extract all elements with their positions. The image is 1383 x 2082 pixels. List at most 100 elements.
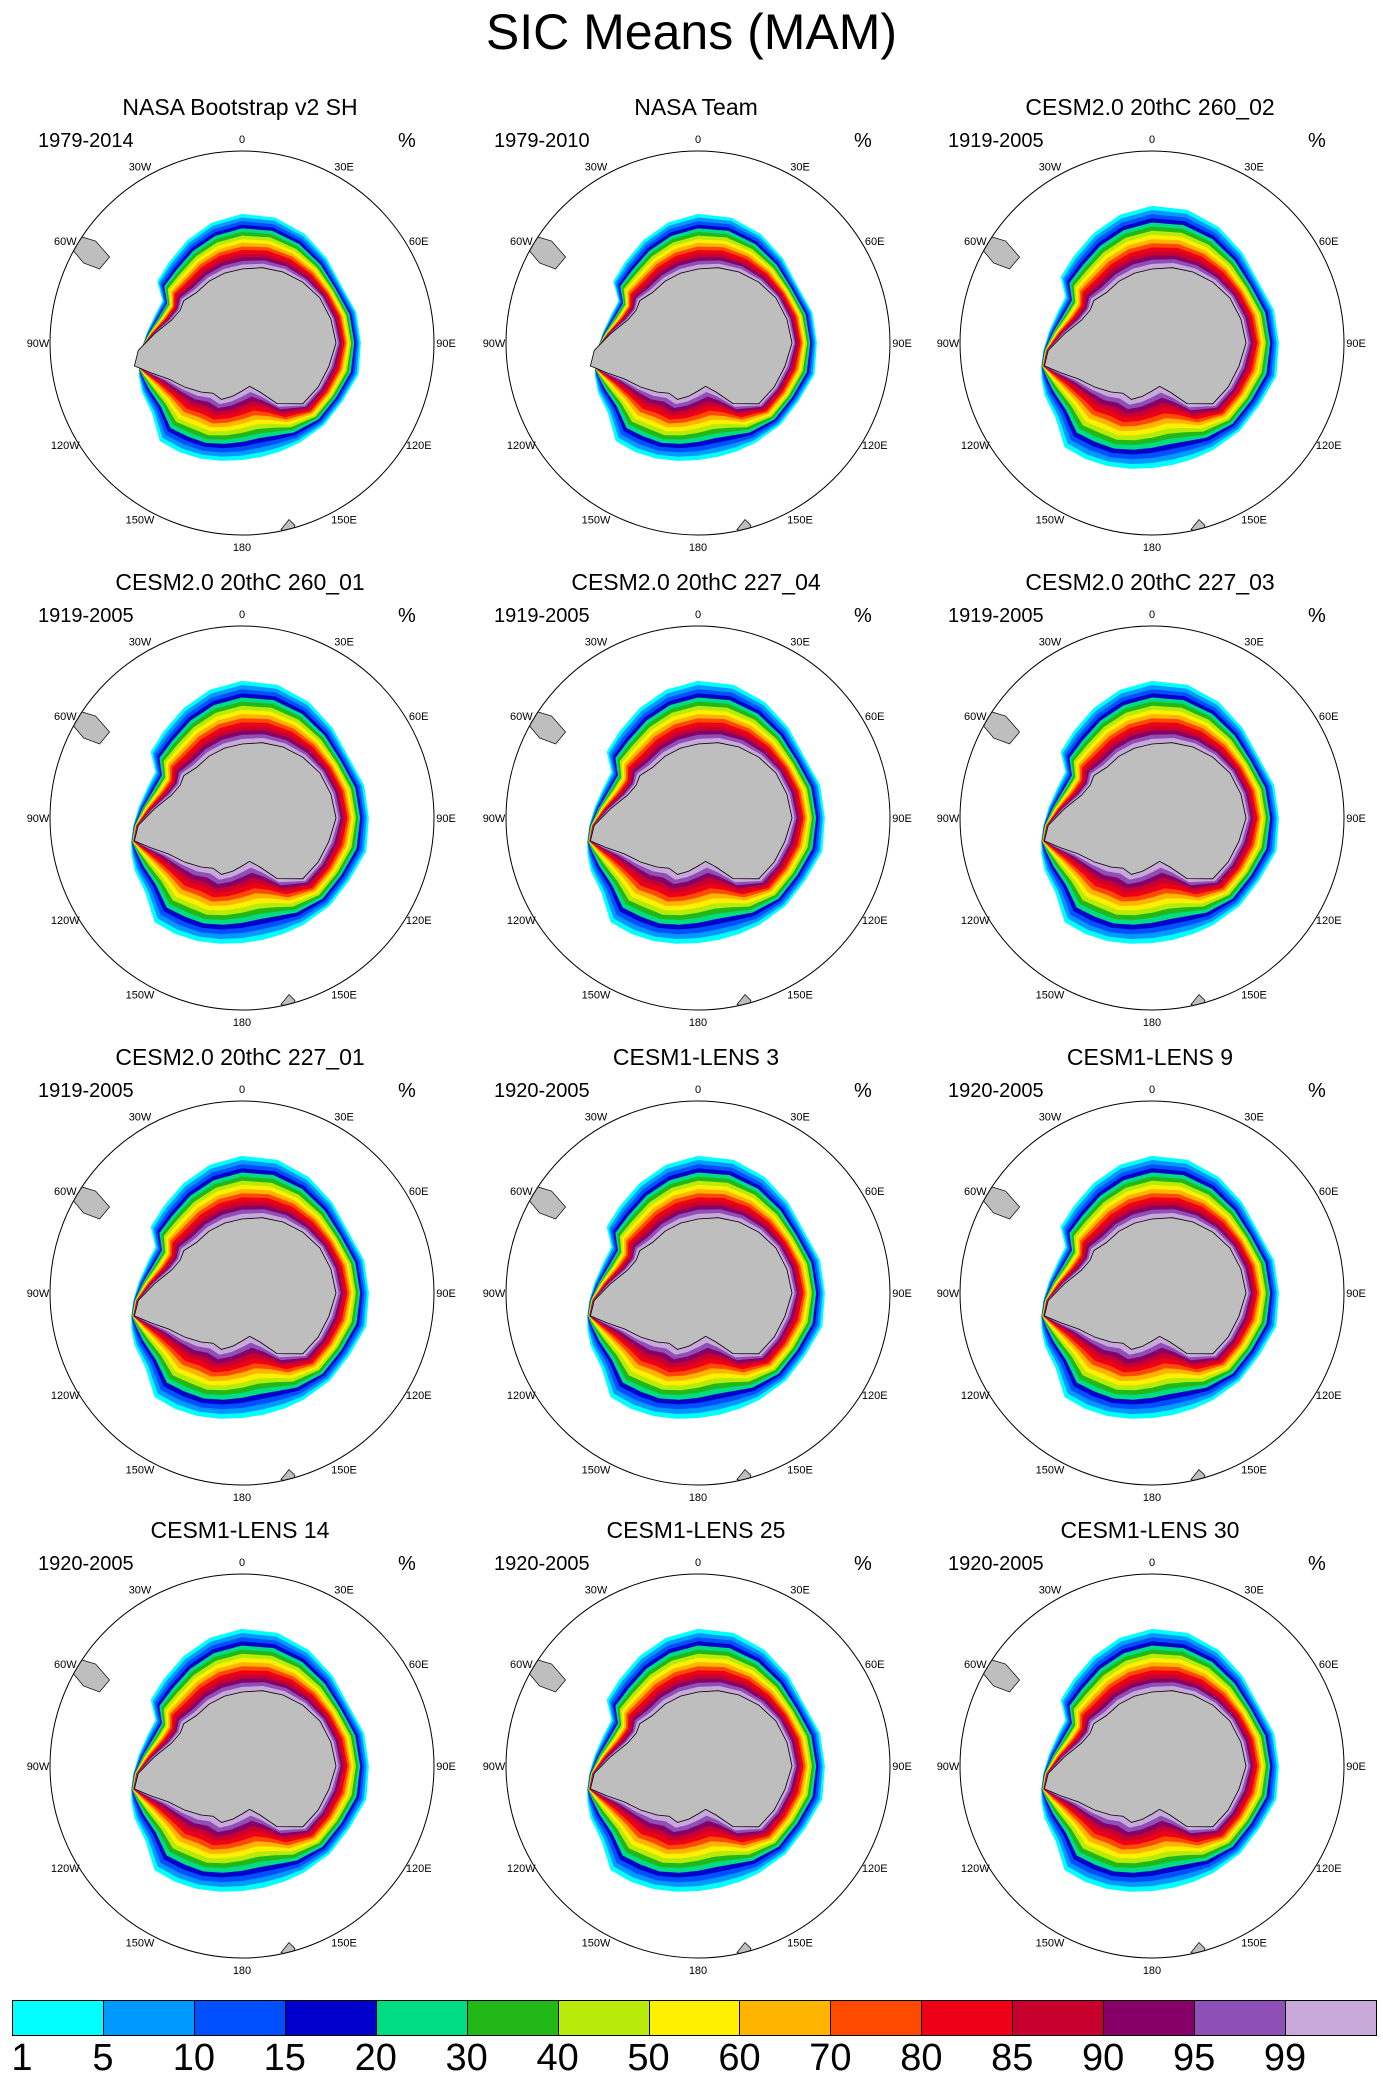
longitude-label: 90E — [1346, 338, 1366, 350]
colorbar-tick-label: 30 — [445, 2037, 488, 2079]
longitude-label: 120E — [1316, 915, 1342, 927]
longitude-label: 30E — [1244, 161, 1264, 173]
map-boundary-circle — [49, 150, 435, 536]
panel-unit: % — [1308, 605, 1326, 627]
panel-unit: % — [854, 1080, 872, 1102]
longitude-label: 150W — [126, 515, 155, 527]
longitude-label: 60E — [409, 1659, 429, 1671]
longitude-label: 30W — [585, 636, 608, 648]
panel-years: 1919-2005 — [38, 605, 134, 627]
new-zealand-landmass — [280, 518, 296, 534]
longitude-label: 120W — [507, 915, 536, 927]
panel-title: CESM2.0 20thC 227_04 — [571, 569, 821, 595]
panel-years: 1920-2005 — [494, 1080, 590, 1102]
panel-years: 1920-2005 — [38, 1553, 134, 1575]
panel-years: 1920-2005 — [494, 1553, 590, 1575]
longitude-label: 90E — [892, 813, 912, 825]
panel-title: CESM2.0 20thC 227_01 — [115, 1044, 365, 1070]
longitude-label: 90E — [436, 1288, 456, 1300]
antarctica-landmass — [133, 1217, 337, 1355]
longitude-label: 120E — [1316, 1390, 1342, 1402]
longitude-label: 90E — [1346, 1288, 1366, 1300]
longitude-label: 120E — [862, 440, 888, 452]
polar-map: 0 30E 60E 90E 120E 150E 180 150W 120W 90W 60W 30W — [937, 1084, 1366, 1504]
longitude-label: 0 — [1149, 609, 1155, 621]
longitude-label: 150E — [787, 1938, 813, 1950]
panel-title: CESM2.0 20thC 260_01 — [115, 569, 365, 595]
longitude-label: 180 — [233, 1017, 251, 1029]
longitude-label: 30W — [1039, 1584, 1062, 1596]
longitude-label: 30E — [334, 1111, 354, 1123]
south-america-landmass — [983, 1184, 1021, 1220]
longitude-label: 60W — [510, 236, 533, 248]
longitude-label: 90E — [436, 1761, 456, 1773]
panel-unit: % — [398, 1553, 416, 1575]
longitude-label: 60W — [510, 1186, 533, 1198]
longitude-label: 0 — [239, 1084, 245, 1096]
colorbar-swatch — [557, 2000, 650, 2036]
longitude-label: 120W — [961, 1863, 990, 1875]
longitude-label: 120E — [1316, 440, 1342, 452]
colorbar-tick-label: 1 — [11, 2037, 33, 2079]
longitude-label: 150E — [331, 990, 357, 1002]
antarctica-landmass — [1043, 1217, 1247, 1355]
longitude-label: 60W — [54, 236, 77, 248]
longitude-label: 90W — [937, 338, 960, 350]
longitude-label: 150E — [787, 1465, 813, 1477]
longitude-label: 90W — [937, 1288, 960, 1300]
panel-unit: % — [1308, 1080, 1326, 1102]
longitude-label: 30W — [1039, 636, 1062, 648]
longitude-label: 30E — [790, 1111, 810, 1123]
longitude-label: 60E — [1319, 236, 1339, 248]
longitude-label: 90W — [483, 813, 506, 825]
south-america-landmass — [529, 234, 567, 270]
longitude-label: 90W — [27, 338, 50, 350]
longitude-label: 60W — [964, 1659, 987, 1671]
longitude-label: 0 — [695, 1557, 701, 1569]
longitude-label: 60W — [54, 711, 77, 723]
longitude-label: 120W — [51, 915, 80, 927]
colorbar-tick-label: 95 — [1172, 2037, 1216, 2079]
longitude-label: 90W — [483, 1288, 506, 1300]
longitude-label: 90E — [436, 338, 456, 350]
map-boundary-circle — [959, 625, 1345, 1011]
longitude-label: 30W — [129, 161, 152, 173]
longitude-label: 150E — [787, 990, 813, 1002]
polar-map: 0 30E 60E 90E 120E 150E 180 150W 120W 90W 60W 30W — [483, 1084, 912, 1504]
colorbar-tick-label: 99 — [1263, 2037, 1307, 2079]
longitude-label: 180 — [1143, 542, 1161, 554]
longitude-label: 150E — [1241, 1465, 1267, 1477]
polar-map: 0 30E 60E 90E 120E 150E 180 150W 120W 90W 60W 30W — [937, 134, 1366, 554]
colorbar-swatch — [12, 2000, 104, 2036]
longitude-label: 0 — [1149, 1084, 1155, 1096]
colorbar-tick-label: 60 — [718, 2037, 761, 2079]
panel-unit: % — [398, 605, 416, 627]
longitude-label: 60W — [54, 1659, 77, 1671]
map-boundary-circle — [505, 1100, 891, 1486]
longitude-label: 120W — [507, 440, 536, 452]
longitude-label: 180 — [1143, 1017, 1161, 1029]
new-zealand-landmass — [280, 1468, 296, 1484]
longitude-label: 150W — [582, 1938, 611, 1950]
longitude-label: 180 — [689, 1017, 707, 1029]
antarctica-landmass — [133, 1690, 337, 1828]
colorbar-tick-label: 70 — [809, 2037, 852, 2079]
map-panel: 0 30E 60E 90E 120E 150E 180 150W 120W 90W 60W 30W CE… — [466, 1043, 926, 1523]
panel-title: CESM1-LENS 30 — [1060, 1517, 1240, 1543]
polar-map: 0 30E 60E 90E 120E 150E 180 150W 120W 90W 60W 30W — [27, 134, 456, 554]
colorbar-swatch — [739, 2000, 832, 2036]
longitude-label: 60W — [54, 1186, 77, 1198]
longitude-label: 120E — [406, 1863, 432, 1875]
new-zealand-landmass — [1190, 1468, 1206, 1484]
longitude-label: 150W — [126, 990, 155, 1002]
longitude-label: 150E — [331, 1465, 357, 1477]
longitude-label: 60E — [409, 711, 429, 723]
longitude-label: 60W — [510, 1659, 533, 1671]
longitude-label: 120E — [862, 1390, 888, 1402]
colorbar-tick-label: 50 — [627, 2037, 670, 2079]
south-america-landmass — [529, 709, 567, 745]
new-zealand-landmass — [736, 518, 752, 534]
longitude-label: 0 — [695, 609, 701, 621]
panel-title: NASA Team — [634, 94, 758, 120]
panel-years: 1919-2005 — [948, 605, 1044, 627]
